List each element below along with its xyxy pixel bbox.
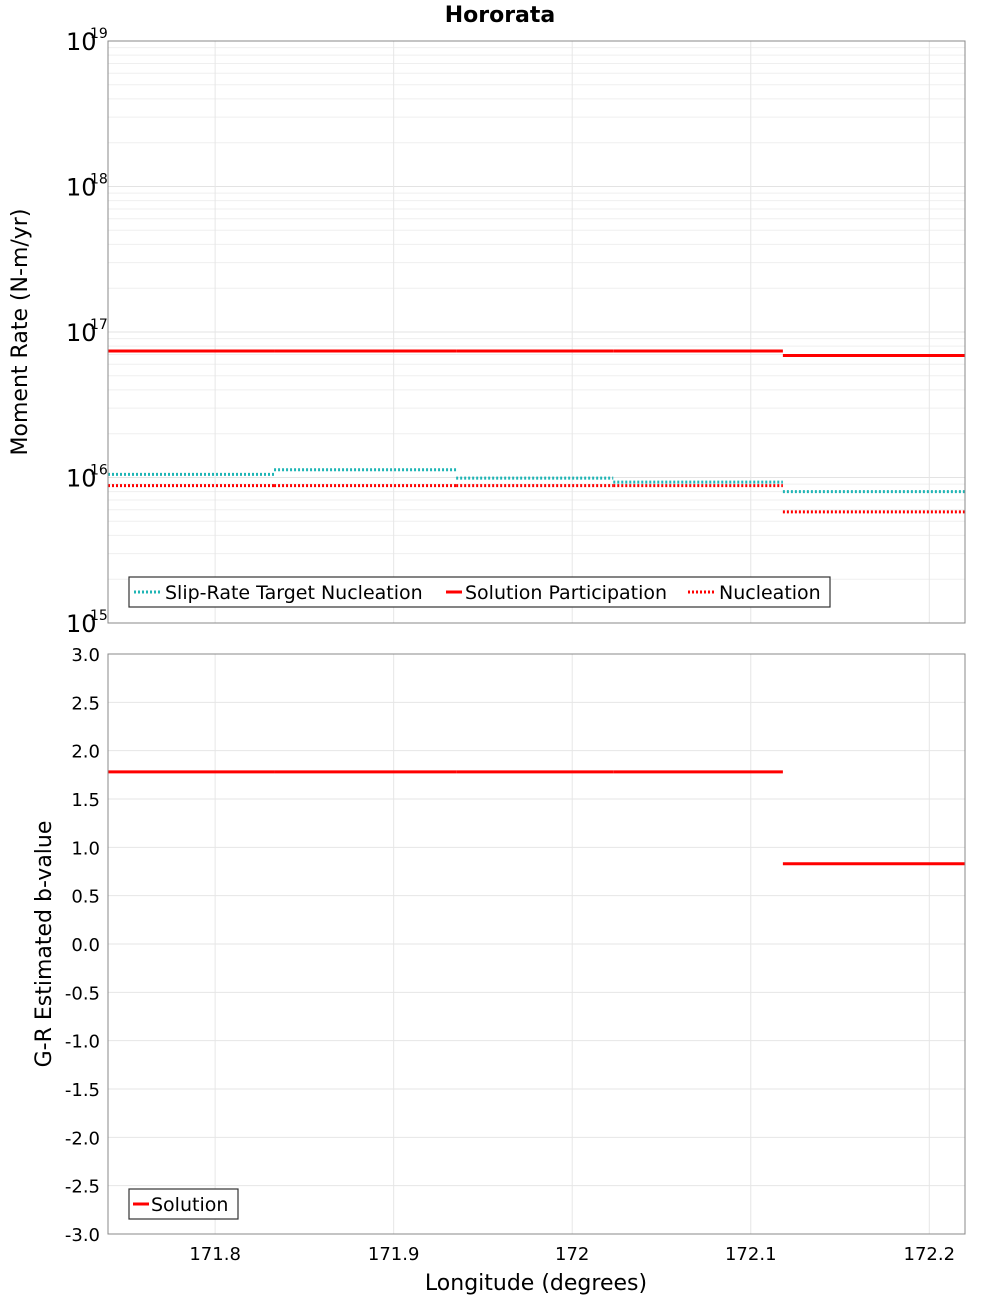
- top-y-tick-base: 10: [66, 610, 97, 638]
- bottom-y-tick-labels: -3.0 -2.5 -2.0 -1.5 -1.0 -0.5 0.0 0.5 1.0 1.5 2.0 2…: [65, 645, 100, 1246]
- x-tick-label: 172: [555, 1244, 589, 1265]
- top-plot-series: [108, 349, 965, 514]
- bottom-legend: Solution: [128, 1188, 239, 1220]
- bottom-y-tick-label: 1.0: [71, 838, 100, 859]
- top-y-tick-exponent: 17: [90, 317, 108, 333]
- top-y-axis-label: Moment Rate (N-m/yr): [8, 209, 33, 456]
- bottom-y-tick-label: -3.0: [65, 1225, 100, 1246]
- bottom-plot-series: [108, 770, 965, 866]
- top-y-tick-base: 10: [66, 28, 97, 56]
- legend-label-nucleation: Nucleation: [719, 582, 821, 604]
- chart-title: Hororata: [445, 3, 556, 28]
- x-tick-label: 171.8: [189, 1244, 241, 1265]
- bottom-y-tick-label: 2.5: [71, 693, 100, 714]
- bottom-y-tick-label: 1.5: [71, 790, 100, 811]
- bottom-y-tick-label: -0.5: [65, 983, 100, 1004]
- x-tick-label: 171.9: [368, 1244, 420, 1265]
- bottom-y-axis-label: G-R Estimated b-value: [32, 821, 57, 1068]
- x-tick-label: 172.2: [904, 1244, 956, 1265]
- top-y-tick-exponent: 19: [90, 26, 108, 42]
- x-tick-labels: 171.8 171.9 172 172.1 172.2: [189, 1244, 955, 1265]
- top-legend: Slip-Rate Target Nucleation Solution Par…: [128, 576, 831, 608]
- x-axis-label: Longitude (degrees): [425, 1271, 647, 1296]
- bottom-y-tick-label: -1.5: [65, 1080, 100, 1101]
- bottom-y-tick-label: 2.0: [71, 742, 100, 763]
- top-y-tick-exponent: 18: [90, 172, 108, 188]
- top-plot-frame: [107, 40, 966, 624]
- bottom-y-tick-label: -1.0: [65, 1032, 100, 1053]
- bottom-y-tick-label: 0.5: [71, 887, 100, 908]
- bottom-y-tick-label: -2.0: [65, 1128, 100, 1149]
- top-y-tick-base: 10: [66, 465, 97, 493]
- top-y-tick-base: 10: [66, 174, 97, 202]
- legend-label-solution: Solution: [151, 1194, 228, 1216]
- bottom-y-tick-label: 3.0: [71, 645, 100, 666]
- top-plot-grid: [108, 41, 965, 624]
- bottom-plot-frame: [107, 653, 966, 1235]
- x-tick-label: 172.1: [725, 1244, 777, 1265]
- legend-label-solution-participation: Solution Participation: [465, 582, 667, 604]
- bottom-y-tick-label: -2.5: [65, 1177, 100, 1198]
- top-y-tick-base: 10: [66, 319, 97, 347]
- legend-label-slip-rate-target-nucleation: Slip-Rate Target Nucleation: [165, 582, 423, 604]
- bottom-y-tick-label: 0.0: [71, 935, 100, 956]
- top-y-tick-exponent: 15: [90, 608, 108, 624]
- top-y-tick-exponent: 16: [90, 463, 108, 479]
